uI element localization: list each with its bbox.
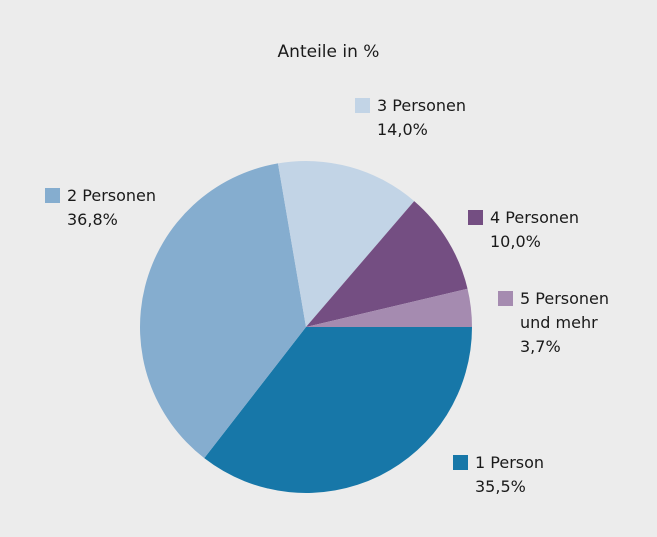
legend-item: 5 Personen und mehr 3,7% bbox=[498, 287, 630, 359]
value-label: 14,0% bbox=[377, 120, 428, 139]
value-label: 10,0% bbox=[490, 232, 541, 251]
legend-item: 4 Personen 10,0% bbox=[468, 206, 600, 254]
legend-label: 5 Personen und mehr bbox=[520, 289, 610, 332]
chart-title: Anteile in % bbox=[277, 42, 380, 62]
legend-swatch bbox=[498, 291, 513, 306]
value-label: 36,8% bbox=[67, 210, 118, 229]
value-label: 35,5% bbox=[475, 477, 526, 496]
pie-slice bbox=[139, 163, 306, 459]
legend-label: 4 Personen bbox=[490, 208, 580, 227]
legend-label: 3 Personen bbox=[377, 96, 467, 115]
legend-swatch bbox=[355, 98, 370, 113]
legend-label: 2 Personen bbox=[67, 186, 157, 205]
legend-item: 3 Personen 14,0% bbox=[355, 94, 487, 142]
legend-swatch bbox=[45, 188, 60, 203]
pie-slice bbox=[277, 161, 415, 327]
pie-slice bbox=[204, 327, 472, 493]
value-label: 3,7% bbox=[520, 337, 561, 356]
pie-slice bbox=[306, 288, 472, 327]
legend-swatch bbox=[468, 210, 483, 225]
legend-swatch bbox=[453, 455, 468, 470]
legend-item: 1 Person 35,5% bbox=[453, 451, 585, 499]
pie-slice bbox=[306, 201, 468, 327]
legend-item: 2 Personen 36,8% bbox=[45, 184, 177, 232]
legend-label: 1 Person bbox=[475, 453, 545, 472]
